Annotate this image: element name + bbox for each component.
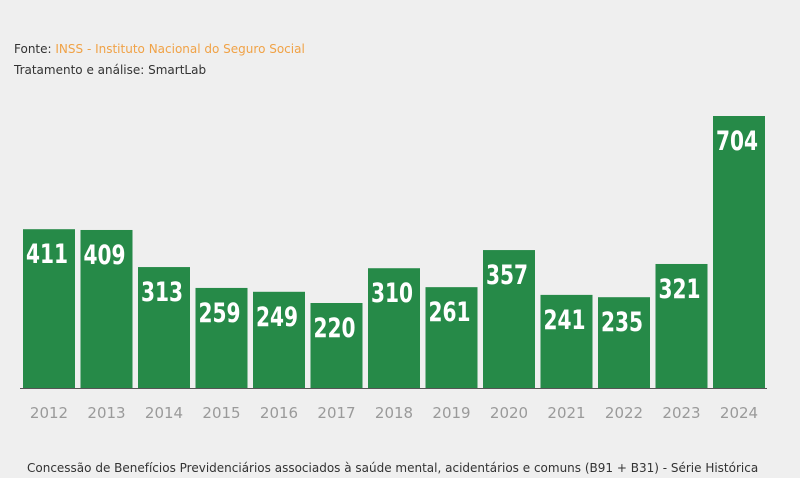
- bar-2023[interactable]: [655, 263, 708, 388]
- treatment-credit: Tratamento e análise: SmartLab: [14, 63, 207, 77]
- x-tick-label-2015: 2015: [202, 404, 240, 422]
- source-line: Fonte: INSS - Instituto Nacional do Segu…: [14, 41, 305, 57]
- chart-caption: Concessão de Benefícios Previdenciários …: [27, 461, 759, 475]
- source-link[interactable]: INSS - Instituto Nacional do Seguro Soci…: [55, 42, 305, 56]
- data-label-2022: 235: [601, 307, 643, 338]
- bar-2018[interactable]: [368, 268, 420, 388]
- bar-2022[interactable]: [598, 297, 650, 388]
- bar-2015[interactable]: [195, 287, 248, 388]
- x-tick-label-2023: 2023: [662, 404, 700, 422]
- data-label-2013: 409: [84, 240, 126, 271]
- x-tick-label-2014: 2014: [145, 404, 183, 422]
- data-label-2019: 261: [429, 297, 471, 328]
- data-label-2023: 321: [659, 274, 701, 305]
- x-tick-label-2022: 2022: [605, 404, 643, 422]
- data-label-2016: 249: [256, 302, 298, 333]
- data-label-2014: 313: [141, 277, 183, 308]
- bar-2020[interactable]: [483, 250, 535, 388]
- bar-2019[interactable]: [425, 287, 478, 388]
- x-tick-label-2020: 2020: [490, 404, 528, 422]
- bar-2017[interactable]: [310, 303, 363, 388]
- data-label-2015: 259: [199, 298, 241, 329]
- data-label-2021: 241: [544, 305, 586, 336]
- x-tick-label-2013: 2013: [87, 404, 125, 422]
- bar-2016[interactable]: [253, 291, 305, 388]
- bar-2024[interactable]: [713, 116, 765, 388]
- data-label-2012: 411: [26, 239, 68, 270]
- source-prefix: Fonte:: [14, 42, 56, 56]
- bar-2021[interactable]: [540, 294, 593, 388]
- data-label-2017: 220: [314, 313, 356, 344]
- x-tick-label-2018: 2018: [375, 404, 413, 422]
- x-tick-label-2021: 2021: [547, 404, 585, 422]
- data-label-2020: 357: [486, 260, 528, 291]
- x-tick-label-2019: 2019: [432, 404, 470, 422]
- bar-2013[interactable]: [80, 229, 133, 388]
- x-tick-label-2017: 2017: [317, 404, 355, 422]
- bar-2012[interactable]: [23, 229, 75, 388]
- x-tick-label-2016: 2016: [260, 404, 298, 422]
- data-label-2018: 310: [371, 278, 413, 309]
- x-tick-label-2012: 2012: [30, 404, 68, 422]
- x-tick-label-2024: 2024: [720, 404, 758, 422]
- data-label-2024: 704: [716, 126, 758, 157]
- bar-2014[interactable]: [138, 267, 190, 388]
